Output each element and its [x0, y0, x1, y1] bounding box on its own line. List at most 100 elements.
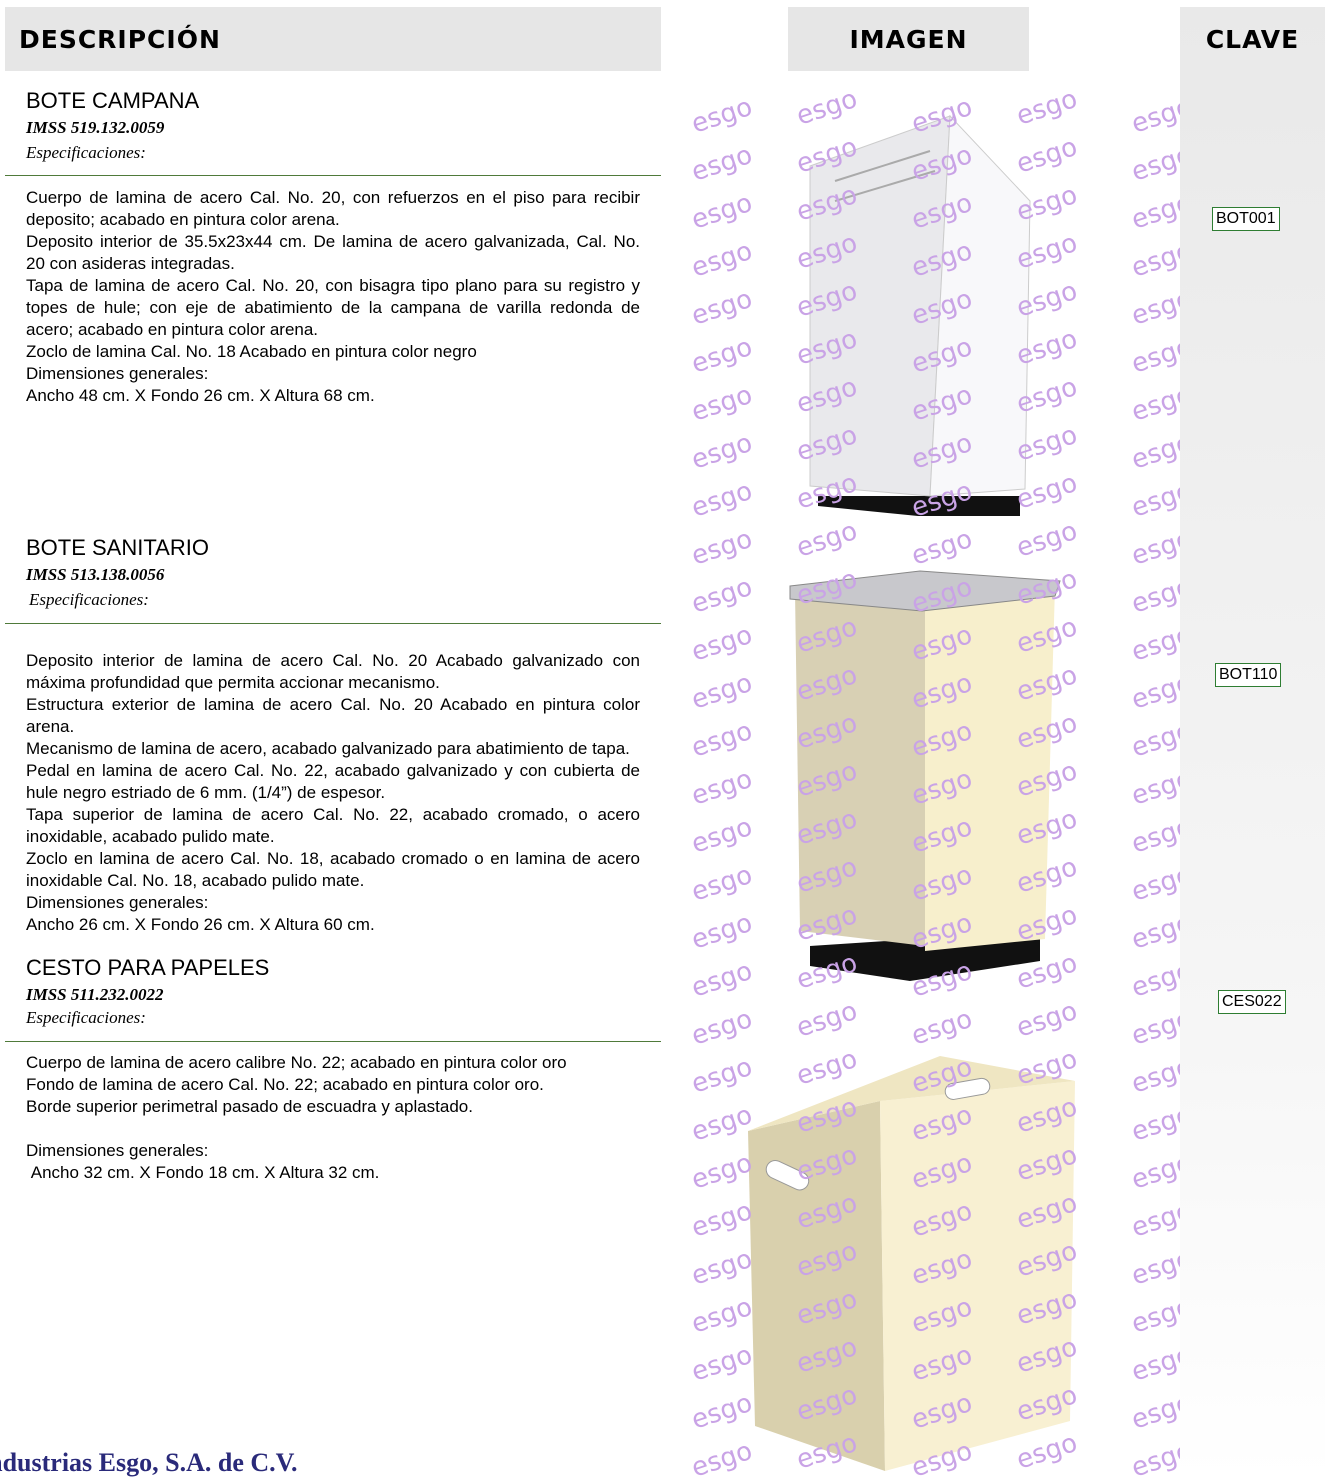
watermark: esgo — [688, 524, 756, 572]
watermark: esgo — [1128, 1100, 1180, 1148]
watermark: esgo — [1128, 1196, 1180, 1244]
spec-paragraph: Dimensiones generales: — [26, 364, 209, 383]
watermark: esgo — [688, 620, 756, 668]
spec-body: Deposito interior de lamina de acero Cal… — [26, 650, 640, 936]
spec-paragraph: Tapa de lamina de acero Cal. No. 20, con… — [26, 276, 645, 339]
watermark: esgo — [1128, 92, 1180, 140]
spec-paragraph: Deposito interior de 35.5x23x44 cm. De l… — [26, 232, 645, 273]
spec-paragraph: Dimensiones generales: — [26, 1141, 209, 1160]
watermark: esgo — [1013, 1428, 1081, 1476]
spec-body: Cuerpo de lamina de acero calibre No. 22… — [26, 1052, 640, 1184]
product-code: CES022 — [1218, 990, 1286, 1014]
watermark: esgo — [1128, 956, 1180, 1004]
watermark: esgo — [793, 84, 861, 132]
watermark: esgo — [1128, 812, 1180, 860]
watermark: esgo — [1128, 620, 1180, 668]
watermark: esgo — [1128, 764, 1180, 812]
spec-body: Cuerpo de lamina de acero Cal. No. 20, c… — [26, 187, 640, 407]
imss-code: IMSS 519.132.0059 — [26, 118, 165, 137]
watermark: esgo — [688, 1148, 756, 1196]
watermark: esgo — [1013, 132, 1081, 180]
watermark: esgo — [908, 524, 976, 572]
imss-code: IMSS 511.232.0022 — [26, 985, 164, 1004]
product-code: BOT001 — [1212, 207, 1280, 231]
watermark: esgo — [1013, 516, 1081, 564]
watermark: esgo — [1128, 1436, 1180, 1481]
spec-paragraph: Zoclo en lamina de acero Cal. No. 18, ac… — [26, 849, 645, 890]
header-description: DESCRIPCIÓN — [5, 7, 661, 71]
watermark: esgo — [1128, 1148, 1180, 1196]
spec-label: Especificaciones: — [26, 143, 146, 162]
watermark: esgo — [1128, 1292, 1180, 1340]
watermark: esgo — [688, 1292, 756, 1340]
watermark: esgo — [1128, 668, 1180, 716]
spec-label: Especificaciones: — [26, 1008, 146, 1027]
product-name: BOTE SANITARIO — [26, 535, 209, 560]
spec-paragraph: Tapa superior de lamina de acero Cal. No… — [26, 805, 645, 846]
watermark: esgo — [688, 284, 756, 332]
divider — [5, 175, 661, 176]
watermark: esgo — [1128, 572, 1180, 620]
watermark: esgo — [793, 1044, 861, 1092]
spec-paragraph: Ancho 26 cm. X Fondo 26 cm. X Altura 60 … — [26, 915, 375, 934]
watermark: esgo — [688, 764, 756, 812]
footer-company: Industrias Esgo, S.A. de C.V. — [0, 1448, 298, 1477]
watermark: esgo — [688, 188, 756, 236]
watermark: esgo — [688, 572, 756, 620]
watermark: esgo — [688, 908, 756, 956]
watermark: esgo — [688, 1100, 756, 1148]
product-code: BOT110 — [1215, 663, 1282, 687]
watermark: esgo — [688, 332, 756, 380]
watermark: esgo — [1013, 180, 1081, 228]
watermark: esgo — [793, 948, 861, 996]
watermark: esgo — [1013, 996, 1081, 1044]
watermark: esgo — [688, 1340, 756, 1388]
watermark: esgo — [688, 716, 756, 764]
watermark: esgo — [688, 668, 756, 716]
watermark: esgo — [1128, 1340, 1180, 1388]
watermark: esgo — [688, 1436, 756, 1481]
watermark: esgo — [908, 1004, 976, 1052]
watermark: esgo — [688, 1388, 756, 1436]
divider — [5, 1041, 661, 1042]
spec-paragraph: Deposito interior de lamina de acero Cal… — [26, 651, 645, 692]
watermark: esgo — [688, 1052, 756, 1100]
watermark: esgo — [688, 140, 756, 188]
spec-paragraph: Pedal en lamina de acero Cal. No. 22, ac… — [26, 761, 645, 802]
watermark: esgo — [688, 92, 756, 140]
watermark: esgo — [688, 1196, 756, 1244]
watermark: esgo — [1013, 84, 1081, 132]
spec-paragraph: Fondo de lamina de acero Cal. No. 22; ac… — [26, 1075, 544, 1094]
spec-paragraph: Borde superior perimetral pasado de escu… — [26, 1097, 473, 1116]
watermark: esgo — [1128, 524, 1180, 572]
header-code: CLAVE — [1205, 24, 1300, 54]
watermark: esgo — [1128, 332, 1180, 380]
watermark: esgo — [1128, 140, 1180, 188]
spec-paragraph: Cuerpo de lamina de acero calibre No. 22… — [26, 1053, 567, 1072]
product-name: BOTE CAMPANA — [26, 88, 200, 113]
watermark: esgo — [688, 1004, 756, 1052]
product-name: CESTO PARA PAPELES — [26, 955, 270, 980]
watermark: esgo — [688, 1244, 756, 1292]
spec-paragraph: Ancho 48 cm. X Fondo 26 cm. X Altura 68 … — [26, 386, 375, 405]
watermark: esgo — [1128, 476, 1180, 524]
spec-paragraph: Mecanismo de lamina de acero, acabado ga… — [26, 739, 630, 758]
header-image: IMAGEN — [788, 7, 1029, 71]
watermark: esgo — [1128, 908, 1180, 956]
watermark: esgo — [1128, 860, 1180, 908]
watermark: esgo — [1128, 716, 1180, 764]
spec-paragraph: Zoclo de lamina Cal. No. 18 Acabado en p… — [26, 342, 477, 361]
watermark: esgo — [1128, 188, 1180, 236]
product-image-3 — [748, 1056, 1075, 1471]
spec-label: Especificaciones: — [29, 590, 149, 609]
watermark: esgo — [688, 236, 756, 284]
watermark: esgo — [1128, 380, 1180, 428]
watermark: esgo — [793, 516, 861, 564]
watermark: esgo — [793, 996, 861, 1044]
watermark: esgo — [688, 956, 756, 1004]
watermark: esgo — [1128, 1052, 1180, 1100]
watermark: esgo — [1128, 1004, 1180, 1052]
imss-code: IMSS 513.138.0056 — [26, 565, 165, 584]
